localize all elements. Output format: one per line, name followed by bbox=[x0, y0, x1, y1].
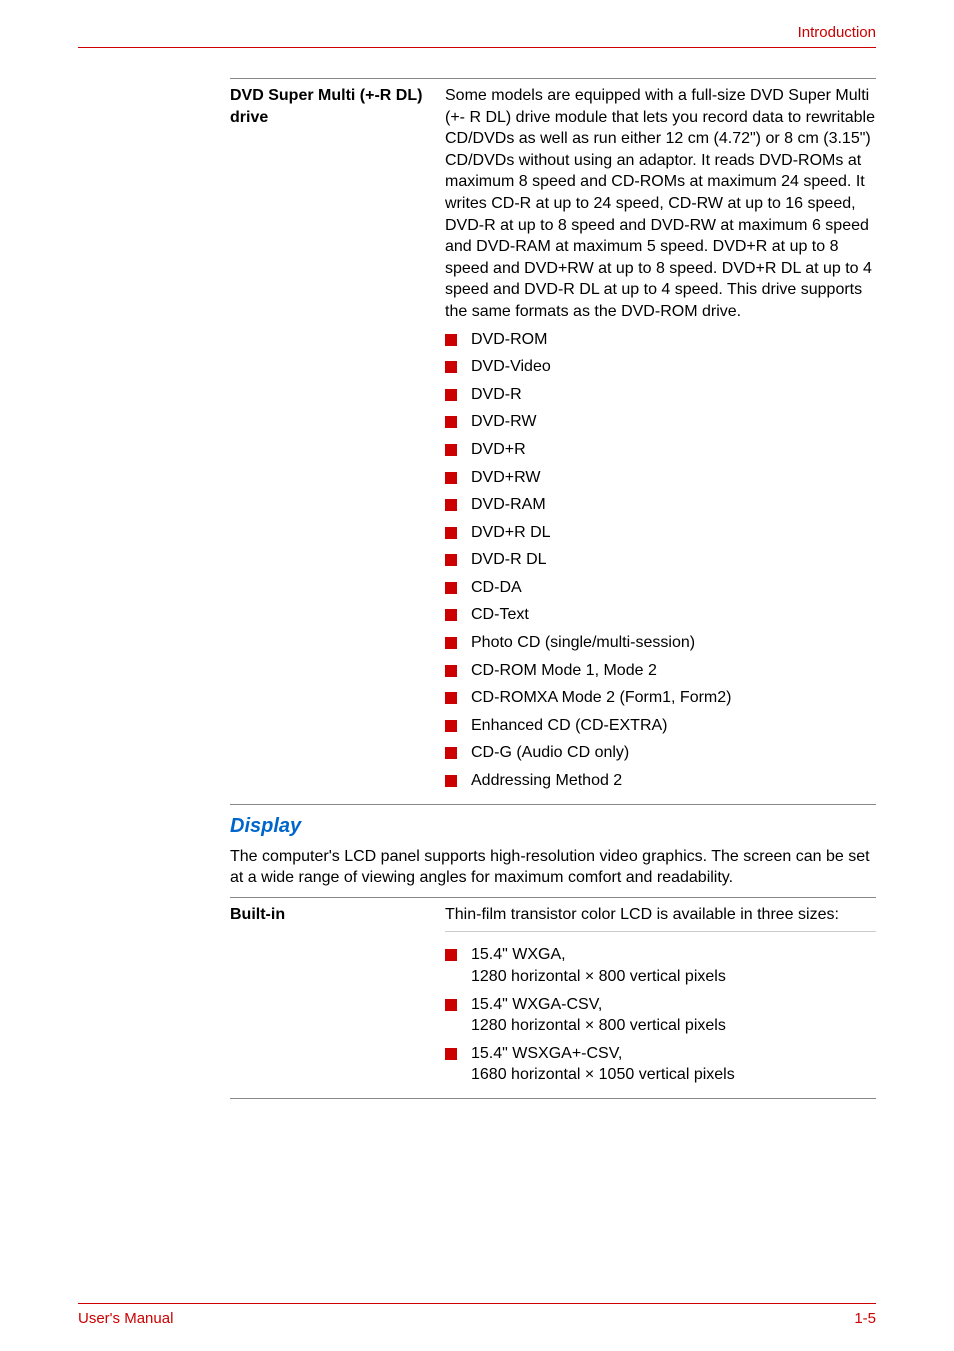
page-content: DVD Super Multi (+-R DL) drive Some mode… bbox=[78, 48, 876, 1099]
list-item: CD-ROMXA Mode 2 (Form1, Form2) bbox=[445, 687, 876, 709]
size-line2: 1680 horizontal × 1050 vertical pixels bbox=[471, 1064, 876, 1086]
list-item: DVD+RW bbox=[445, 467, 876, 489]
list-item: DVD-Video bbox=[445, 356, 876, 378]
list-item: DVD+R DL bbox=[445, 522, 876, 544]
list-item: DVD-R DL bbox=[445, 549, 876, 571]
list-item: Enhanced CD (CD-EXTRA) bbox=[445, 715, 876, 737]
page-header: Introduction bbox=[78, 0, 876, 48]
display-section-intro: The computer's LCD panel supports high-r… bbox=[230, 846, 876, 889]
dvd-spec-label: DVD Super Multi (+-R DL) drive bbox=[230, 85, 445, 128]
dvd-format-list: DVD-ROM DVD-Video DVD-R DVD-RW DVD+R DVD… bbox=[445, 329, 876, 792]
builtin-spec-block: Built-in Thin-film transistor color LCD … bbox=[230, 897, 876, 1099]
list-item: CD-DA bbox=[445, 577, 876, 599]
header-breadcrumb: Introduction bbox=[798, 24, 876, 41]
list-item: CD-G (Audio CD only) bbox=[445, 742, 876, 764]
footer-left: User's Manual bbox=[78, 1310, 173, 1327]
size-line1: 15.4" WXGA, bbox=[471, 946, 566, 963]
size-line2: 1280 horizontal × 800 vertical pixels bbox=[471, 1015, 876, 1037]
list-item: DVD+R bbox=[445, 439, 876, 461]
list-item: Photo CD (single/multi-session) bbox=[445, 632, 876, 654]
size-line1: 15.4" WXGA-CSV, bbox=[471, 996, 602, 1013]
list-item: CD-ROM Mode 1, Mode 2 bbox=[445, 660, 876, 682]
list-item: 15.4" WXGA-CSV, 1280 horizontal × 800 ve… bbox=[445, 994, 876, 1037]
page-footer: User's Manual 1-5 bbox=[78, 1303, 876, 1327]
dvd-spec-block: DVD Super Multi (+-R DL) drive Some mode… bbox=[230, 78, 876, 805]
dvd-spec-description: Some models are equipped with a full-siz… bbox=[445, 85, 876, 323]
list-item: DVD-RW bbox=[445, 411, 876, 433]
list-item: DVD-ROM bbox=[445, 329, 876, 351]
builtin-spec-label: Built-in bbox=[230, 904, 445, 926]
list-item: Addressing Method 2 bbox=[445, 770, 876, 792]
builtin-sizes-wrap: 15.4" WXGA, 1280 horizontal × 800 vertic… bbox=[445, 931, 876, 1086]
dvd-spec-row: DVD Super Multi (+-R DL) drive Some mode… bbox=[230, 85, 876, 798]
list-item: DVD-R bbox=[445, 384, 876, 406]
builtin-spec-row: Built-in Thin-film transistor color LCD … bbox=[230, 904, 876, 1092]
display-section-title: Display bbox=[230, 815, 876, 838]
list-item: DVD-RAM bbox=[445, 494, 876, 516]
footer-right: 1-5 bbox=[854, 1310, 876, 1327]
size-line1: 15.4" WSXGA+-CSV, bbox=[471, 1045, 622, 1062]
dvd-spec-desc-wrap: Some models are equipped with a full-siz… bbox=[445, 85, 876, 798]
builtin-spec-desc-wrap: Thin-film transistor color LCD is availa… bbox=[445, 904, 876, 1092]
list-item: 15.4" WXGA, 1280 horizontal × 800 vertic… bbox=[445, 944, 876, 987]
size-line2: 1280 horizontal × 800 vertical pixels bbox=[471, 966, 876, 988]
builtin-spec-description: Thin-film transistor color LCD is availa… bbox=[445, 904, 876, 926]
list-item: CD-Text bbox=[445, 604, 876, 626]
builtin-size-list: 15.4" WXGA, 1280 horizontal × 800 vertic… bbox=[445, 944, 876, 1086]
list-item: 15.4" WSXGA+-CSV, 1680 horizontal × 1050… bbox=[445, 1043, 876, 1086]
